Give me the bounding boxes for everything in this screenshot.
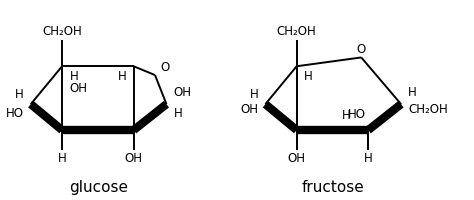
Text: O: O	[160, 61, 169, 74]
Text: H: H	[173, 107, 182, 120]
Text: glucose: glucose	[69, 180, 128, 195]
Text: fructose: fructose	[302, 180, 365, 195]
Text: H: H	[15, 88, 24, 101]
Text: H: H	[364, 152, 373, 165]
Text: H: H	[58, 152, 66, 165]
Text: OH: OH	[240, 103, 258, 116]
Text: HO: HO	[6, 107, 24, 120]
Text: H: H	[304, 70, 313, 83]
Text: H: H	[118, 70, 126, 83]
Text: OH: OH	[70, 82, 88, 95]
Text: H: H	[70, 70, 78, 83]
Text: OH: OH	[288, 152, 306, 165]
Text: CH₂OH: CH₂OH	[277, 25, 317, 38]
Text: HO: HO	[348, 108, 366, 121]
Text: H: H	[250, 88, 258, 101]
Text: O: O	[356, 43, 366, 56]
Text: CH₂OH: CH₂OH	[408, 103, 448, 116]
Text: H: H	[408, 86, 417, 99]
Text: H: H	[341, 109, 350, 122]
Text: OH: OH	[173, 86, 191, 99]
Text: OH: OH	[125, 152, 143, 165]
Text: CH₂OH: CH₂OH	[42, 25, 82, 38]
